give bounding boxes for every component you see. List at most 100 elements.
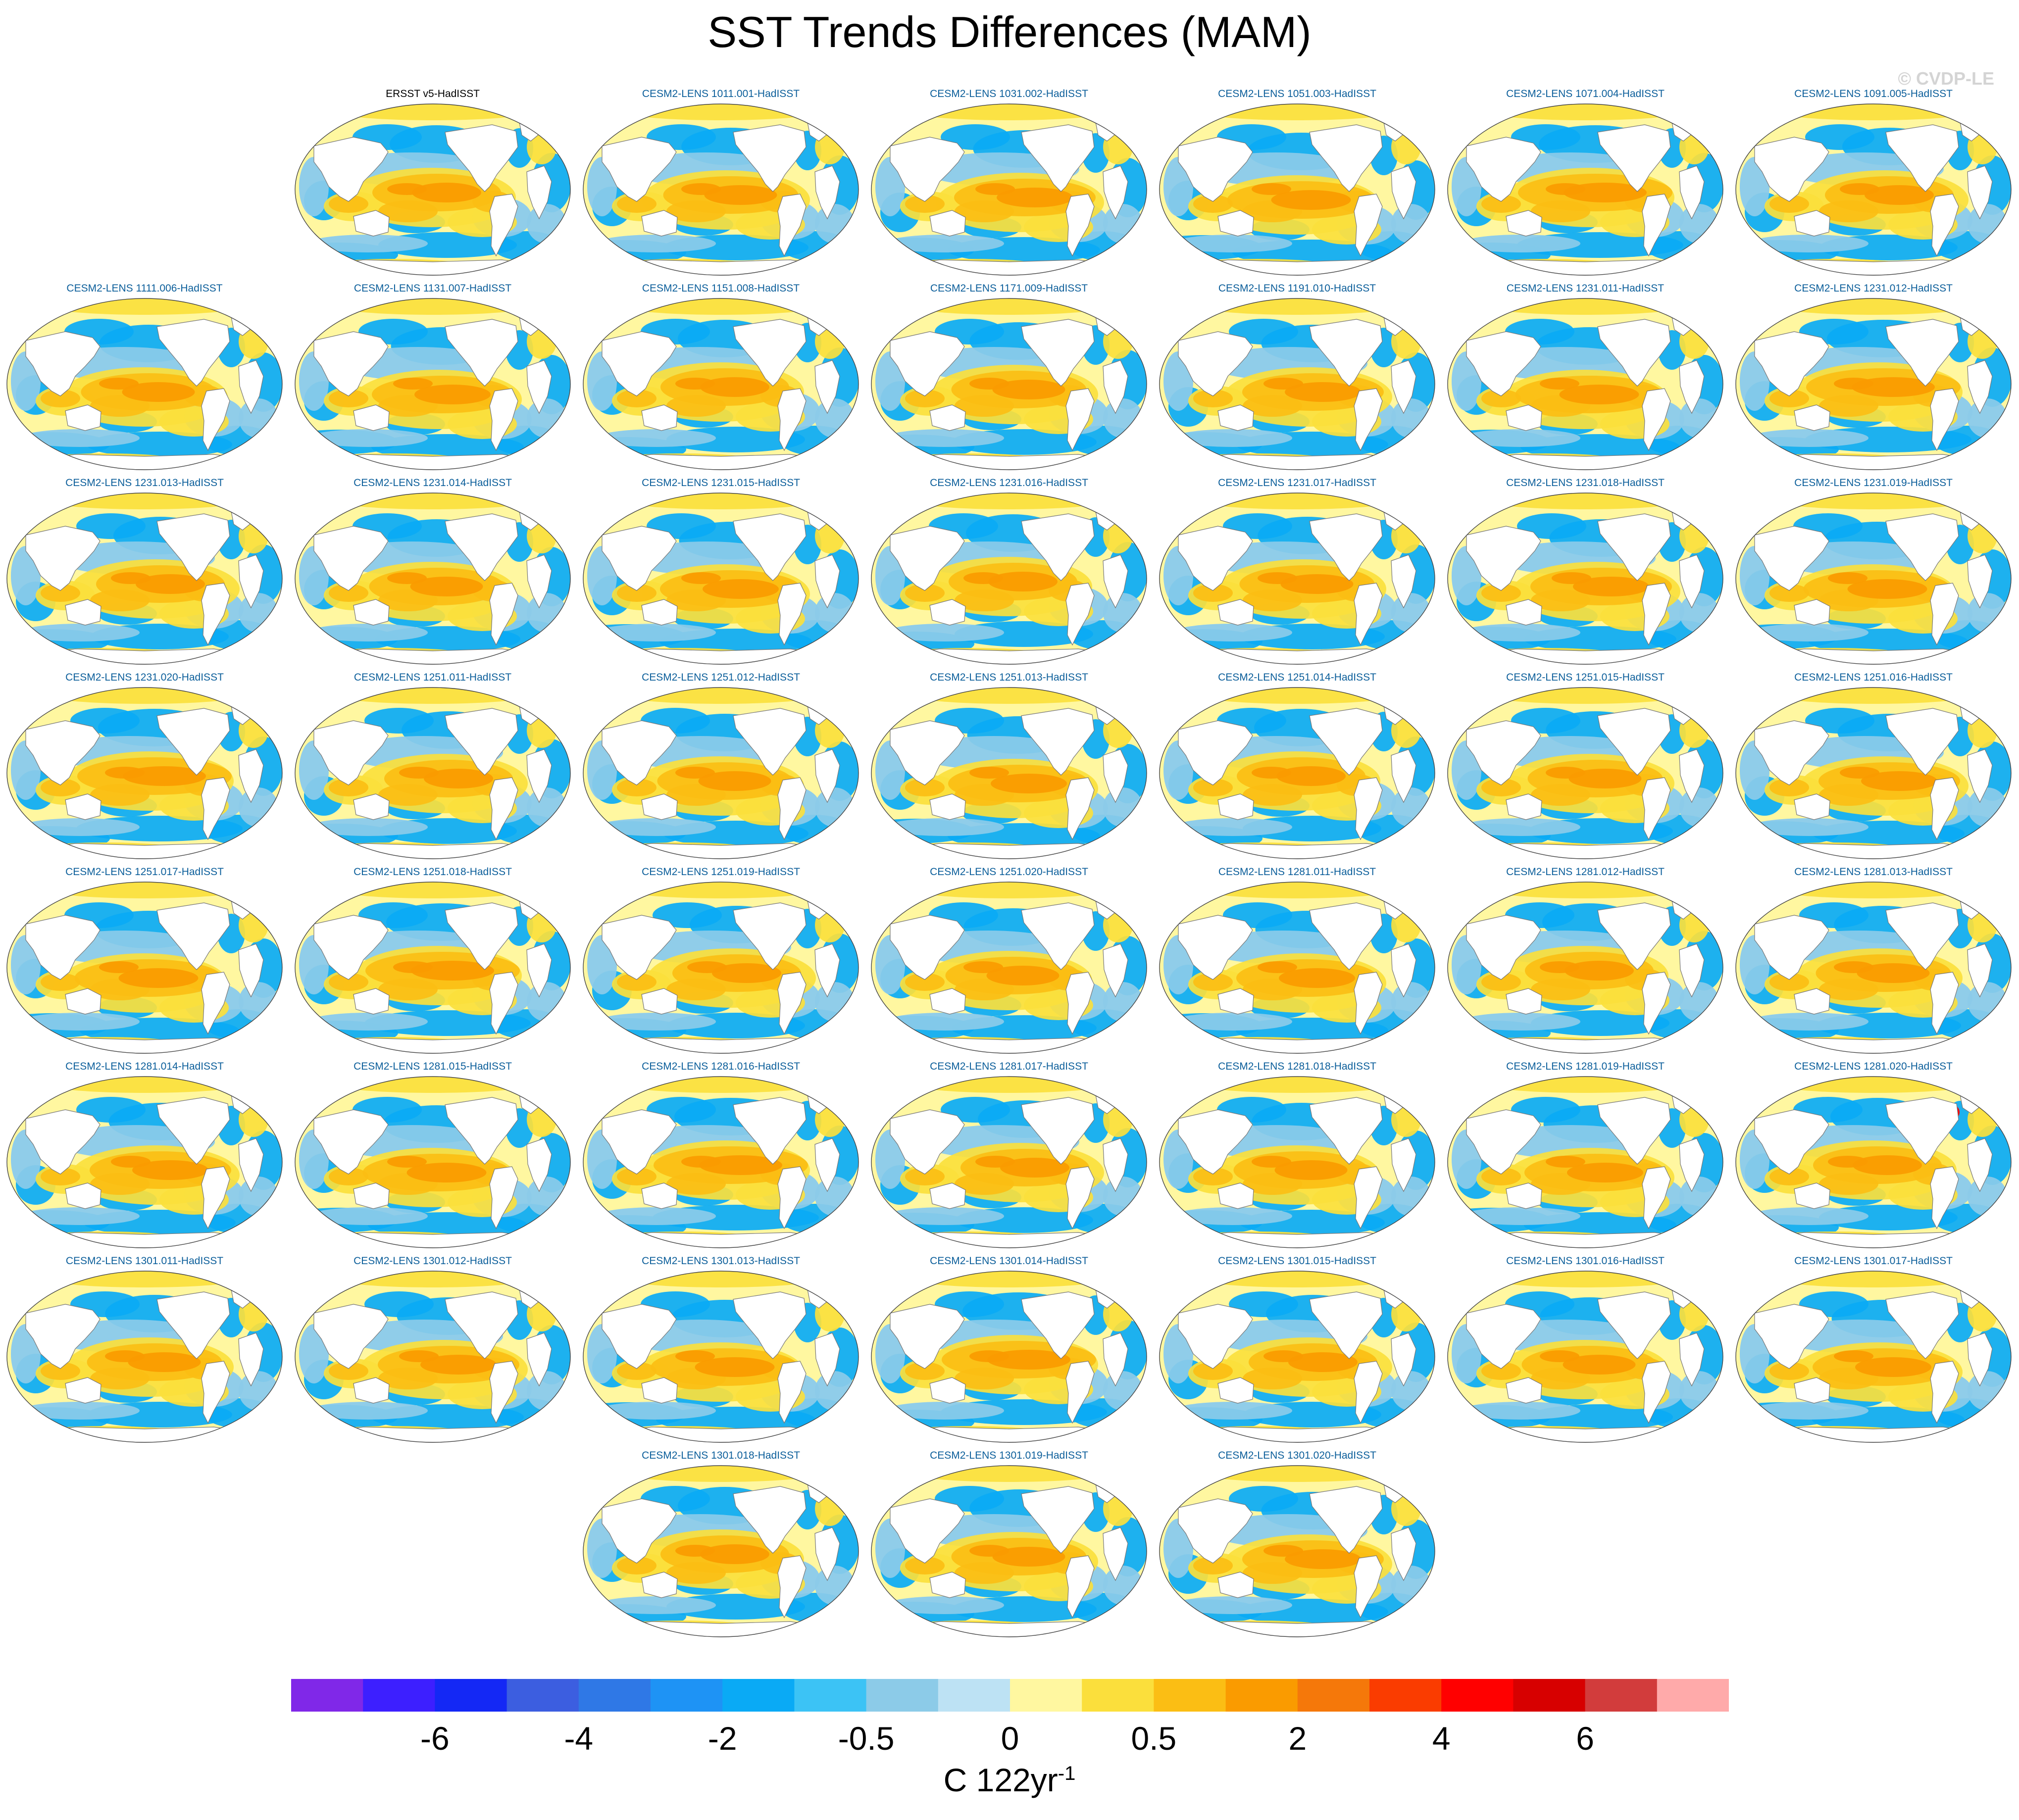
map-frame [583, 298, 859, 470]
trend-contour [1243, 784, 1302, 806]
trend-contour [666, 1562, 726, 1584]
world-map [1447, 103, 1723, 276]
trend-contour [1750, 624, 1868, 641]
land-australia [929, 1377, 966, 1404]
land-namerica [1021, 513, 1095, 581]
land-samerica [489, 194, 518, 257]
land-namerica [733, 124, 807, 192]
land-australia [65, 404, 101, 431]
trend-contour [885, 1402, 1004, 1420]
colorbar-swatch [1082, 1679, 1154, 1712]
colorbar-swatch [1441, 1679, 1514, 1712]
land-australia [641, 793, 678, 820]
land-samerica [201, 1361, 230, 1424]
panel-title: CESM2-LENS 1251.018-HadISST [353, 866, 512, 878]
land-australia [641, 210, 678, 237]
world-map [583, 1076, 859, 1248]
land-asia [1466, 331, 1541, 396]
world-map [1735, 103, 2012, 276]
land-asia [1754, 526, 1829, 591]
trend-contour [1486, 104, 1684, 120]
trend-contour [1243, 395, 1302, 417]
trend-contour [309, 429, 428, 447]
colorbar-tick-label: -0.5 [838, 1720, 895, 1757]
panel-title: CESM2-LENS 1251.015-HadISST [1506, 672, 1665, 683]
colorbar-swatch [794, 1679, 867, 1712]
trend-contour [1531, 784, 1590, 806]
map-panel: CESM2-LENS 1301.020-HadISST [1154, 1448, 1440, 1642]
trend-contour [1243, 1562, 1302, 1584]
trend-contour [1819, 784, 1878, 806]
land-asia [313, 1304, 389, 1369]
land-namerica [156, 902, 230, 970]
map-frame [1159, 687, 1435, 859]
trend-contour [309, 235, 428, 252]
trend-contour [955, 1368, 1014, 1389]
trend-contour [406, 1163, 487, 1182]
world-map [6, 492, 283, 665]
trend-contour [1252, 1156, 1291, 1168]
land-samerica [777, 1361, 807, 1424]
map-panel: CESM2-LENS 1281.020-HadISST [1730, 1059, 2017, 1253]
trend-contour [885, 624, 1004, 641]
land-samerica [201, 972, 230, 1035]
land-namerica [1597, 902, 1671, 970]
map-panel: CESM2-LENS 1231.015-HadISST [578, 476, 864, 670]
map-panel: CESM2-LENS 1301.016-HadISST [1442, 1254, 1728, 1448]
trend-contour [1252, 767, 1291, 779]
land-samerica [777, 388, 807, 451]
land-samerica [1065, 1361, 1095, 1424]
trend-contour [1274, 1160, 1348, 1180]
land-africa [1967, 554, 1993, 609]
trend-contour [955, 395, 1014, 417]
trend-contour [1173, 429, 1292, 447]
map-panel: CESM2-LENS 1151.008-HadISST [578, 281, 864, 475]
trend-contour [41, 390, 80, 407]
trend-contour [885, 1596, 1004, 1614]
colorbar-swatch [291, 1679, 363, 1712]
land-samerica [201, 388, 230, 451]
land-africa [814, 360, 840, 414]
land-asia [890, 1304, 965, 1369]
map-panel: CESM2-LENS 1231.011-HadISST [1442, 281, 1728, 475]
trend-contour [622, 298, 820, 315]
land-namerica [156, 1291, 230, 1359]
land-africa [814, 749, 840, 803]
world-map [583, 882, 859, 1054]
trend-contour [1229, 1486, 1298, 1512]
trend-contour [1481, 195, 1521, 213]
land-antarctica [1764, 1232, 1983, 1248]
land-namerica [156, 319, 230, 387]
trend-contour [1462, 818, 1580, 836]
trend-contour [1481, 584, 1521, 602]
land-samerica [1065, 972, 1095, 1035]
land-antarctica [323, 454, 543, 470]
colorbar-swatch [722, 1679, 795, 1712]
land-asia [25, 720, 101, 786]
land-namerica [1309, 1291, 1383, 1359]
trend-contour [1774, 1271, 1972, 1287]
map-frame [1735, 492, 2012, 665]
land-africa [1391, 1332, 1416, 1387]
world-map [871, 882, 1147, 1054]
land-asia [1178, 1498, 1253, 1564]
map-panel: CESM2-LENS 1231.019-HadISST [1730, 476, 2017, 670]
land-australia [1794, 1377, 1830, 1404]
trend-contour [1173, 1207, 1292, 1225]
world-map [6, 1076, 283, 1248]
colorbar-tick-label: 0.5 [1131, 1720, 1177, 1757]
trend-contour [329, 1168, 368, 1185]
land-antarctica [35, 1232, 254, 1248]
map-panel: CESM2-LENS 1051.003-HadISST [1154, 87, 1440, 281]
land-antarctica [1475, 648, 1695, 664]
land-antarctica [1475, 1426, 1695, 1442]
land-namerica [1597, 1291, 1671, 1359]
land-namerica [733, 902, 807, 970]
land-asia [890, 331, 965, 396]
land-samerica [1354, 1555, 1383, 1619]
land-samerica [1642, 777, 1671, 840]
map-frame [583, 1076, 859, 1248]
land-africa [1103, 554, 1128, 609]
land-samerica [1065, 388, 1095, 451]
map-panel: CESM2-LENS 1281.011-HadISST [1154, 865, 1440, 1059]
